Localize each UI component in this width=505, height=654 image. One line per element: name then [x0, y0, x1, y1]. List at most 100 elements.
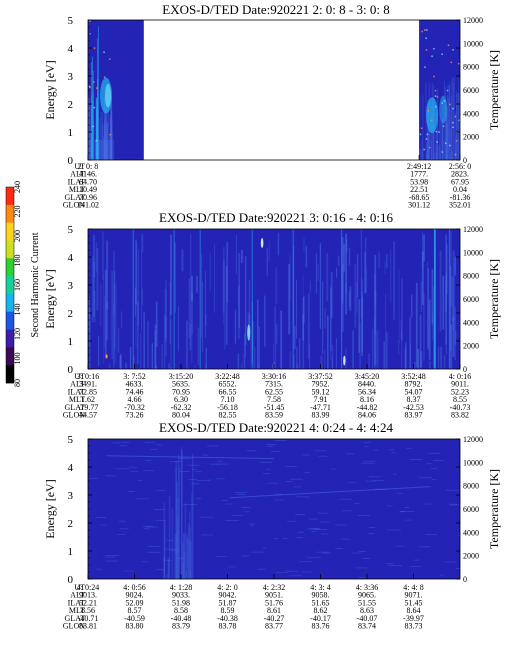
data-dash: [222, 500, 228, 501]
data-dash: [346, 453, 354, 454]
data-dash: [309, 519, 318, 520]
data-dash: [311, 528, 320, 529]
y-tick-label: 5: [68, 434, 74, 446]
data-streak: [452, 317, 454, 357]
data-streak: [280, 311, 282, 369]
table-cell: 352.01: [449, 201, 471, 210]
data-dash: [335, 525, 347, 526]
data-dash: [266, 444, 276, 445]
y-tick-label: 4: [68, 43, 74, 55]
data-dash: [274, 538, 278, 539]
data-dash: [365, 481, 376, 482]
data-speckle: [456, 140, 458, 142]
data-streak: [192, 454, 194, 579]
data-streak: [385, 294, 386, 369]
data-streak: [417, 349, 419, 369]
data-streak: [452, 151, 453, 160]
data-streak: [200, 229, 201, 369]
data-streak: [316, 253, 317, 294]
data-streak: [92, 100, 93, 160]
data-streak: [288, 264, 290, 334]
data-dash: [145, 442, 155, 443]
data-dash: [302, 572, 312, 573]
table-cell: 82.55: [219, 411, 237, 420]
data-streak: [226, 266, 228, 345]
data-speckle: [109, 134, 111, 136]
data-dash: [434, 460, 445, 461]
data-dash: [446, 490, 459, 491]
y-tick-label: 5: [68, 15, 74, 27]
data-streak: [289, 351, 290, 369]
data-dash: [425, 504, 432, 505]
data-dash: [249, 524, 256, 525]
data-streak: [202, 282, 203, 352]
y-tick-label: 3: [68, 280, 74, 292]
data-streak: [414, 362, 415, 369]
data-streak: [317, 264, 318, 281]
data-speckle: [433, 48, 435, 50]
data-dash: [373, 450, 378, 451]
data-streak: [92, 256, 93, 322]
data-streak: [257, 300, 259, 369]
data-dash: [319, 522, 329, 523]
data-dash: [395, 546, 404, 547]
data-blob: [247, 325, 250, 341]
data-streak: [276, 324, 277, 344]
data-dash: [271, 451, 280, 452]
data-speckle: [89, 87, 91, 89]
y2-tick-label: 6000: [463, 505, 479, 514]
data-streak: [210, 253, 211, 292]
data-streak: [102, 112, 103, 160]
data-dash: [150, 449, 157, 450]
data-dash: [368, 533, 374, 534]
data-streak: [327, 315, 328, 369]
data-streak: [422, 141, 423, 160]
colorbar-tick-label: 160: [13, 279, 22, 291]
data-dash: [148, 546, 160, 547]
data-speckle: [451, 62, 453, 64]
data-streak: [163, 557, 165, 579]
data-streak: [422, 232, 423, 269]
data-dash: [407, 448, 412, 449]
heatmap-panel-3: [88, 439, 467, 579]
data-streak: [104, 296, 105, 347]
data-dash: [297, 537, 302, 538]
table-cell: 73.26: [126, 411, 144, 420]
data-streak: [429, 299, 431, 359]
data-streak: [349, 291, 351, 308]
table-cell: 83.97: [405, 411, 423, 420]
data-streak: [306, 246, 307, 267]
data-streak: [399, 270, 400, 343]
data-dash: [393, 474, 397, 475]
data-dash: [450, 504, 457, 505]
data-streak: [206, 348, 207, 369]
data-streak: [372, 329, 373, 369]
data-dash: [201, 535, 213, 536]
data-dash: [315, 450, 327, 451]
data-streak: [454, 77, 455, 160]
data-dash: [318, 456, 327, 457]
data-dash: [369, 476, 381, 477]
data-streak: [401, 278, 403, 340]
y2-axis-label: Temperature [K]: [487, 469, 501, 549]
data-dash: [188, 465, 200, 466]
data-speckle: [424, 66, 426, 68]
data-streak: [190, 234, 191, 322]
data-streak: [352, 330, 354, 368]
data-dash: [318, 513, 327, 514]
data-dash: [275, 500, 284, 501]
y2-tick-label: 6000: [463, 295, 479, 304]
data-speckle: [452, 108, 454, 110]
data-dash: [251, 552, 264, 553]
data-streak: [259, 327, 260, 369]
data-streak: [174, 229, 175, 369]
data-streak: [450, 231, 451, 306]
data-streak: [364, 252, 366, 293]
data-streak: [366, 268, 367, 291]
data-streak: [442, 276, 444, 330]
data-streak: [324, 350, 325, 369]
data-streak: [136, 291, 137, 349]
data-streak: [188, 523, 190, 579]
data-streak: [454, 256, 456, 275]
data-speckle: [424, 29, 426, 31]
